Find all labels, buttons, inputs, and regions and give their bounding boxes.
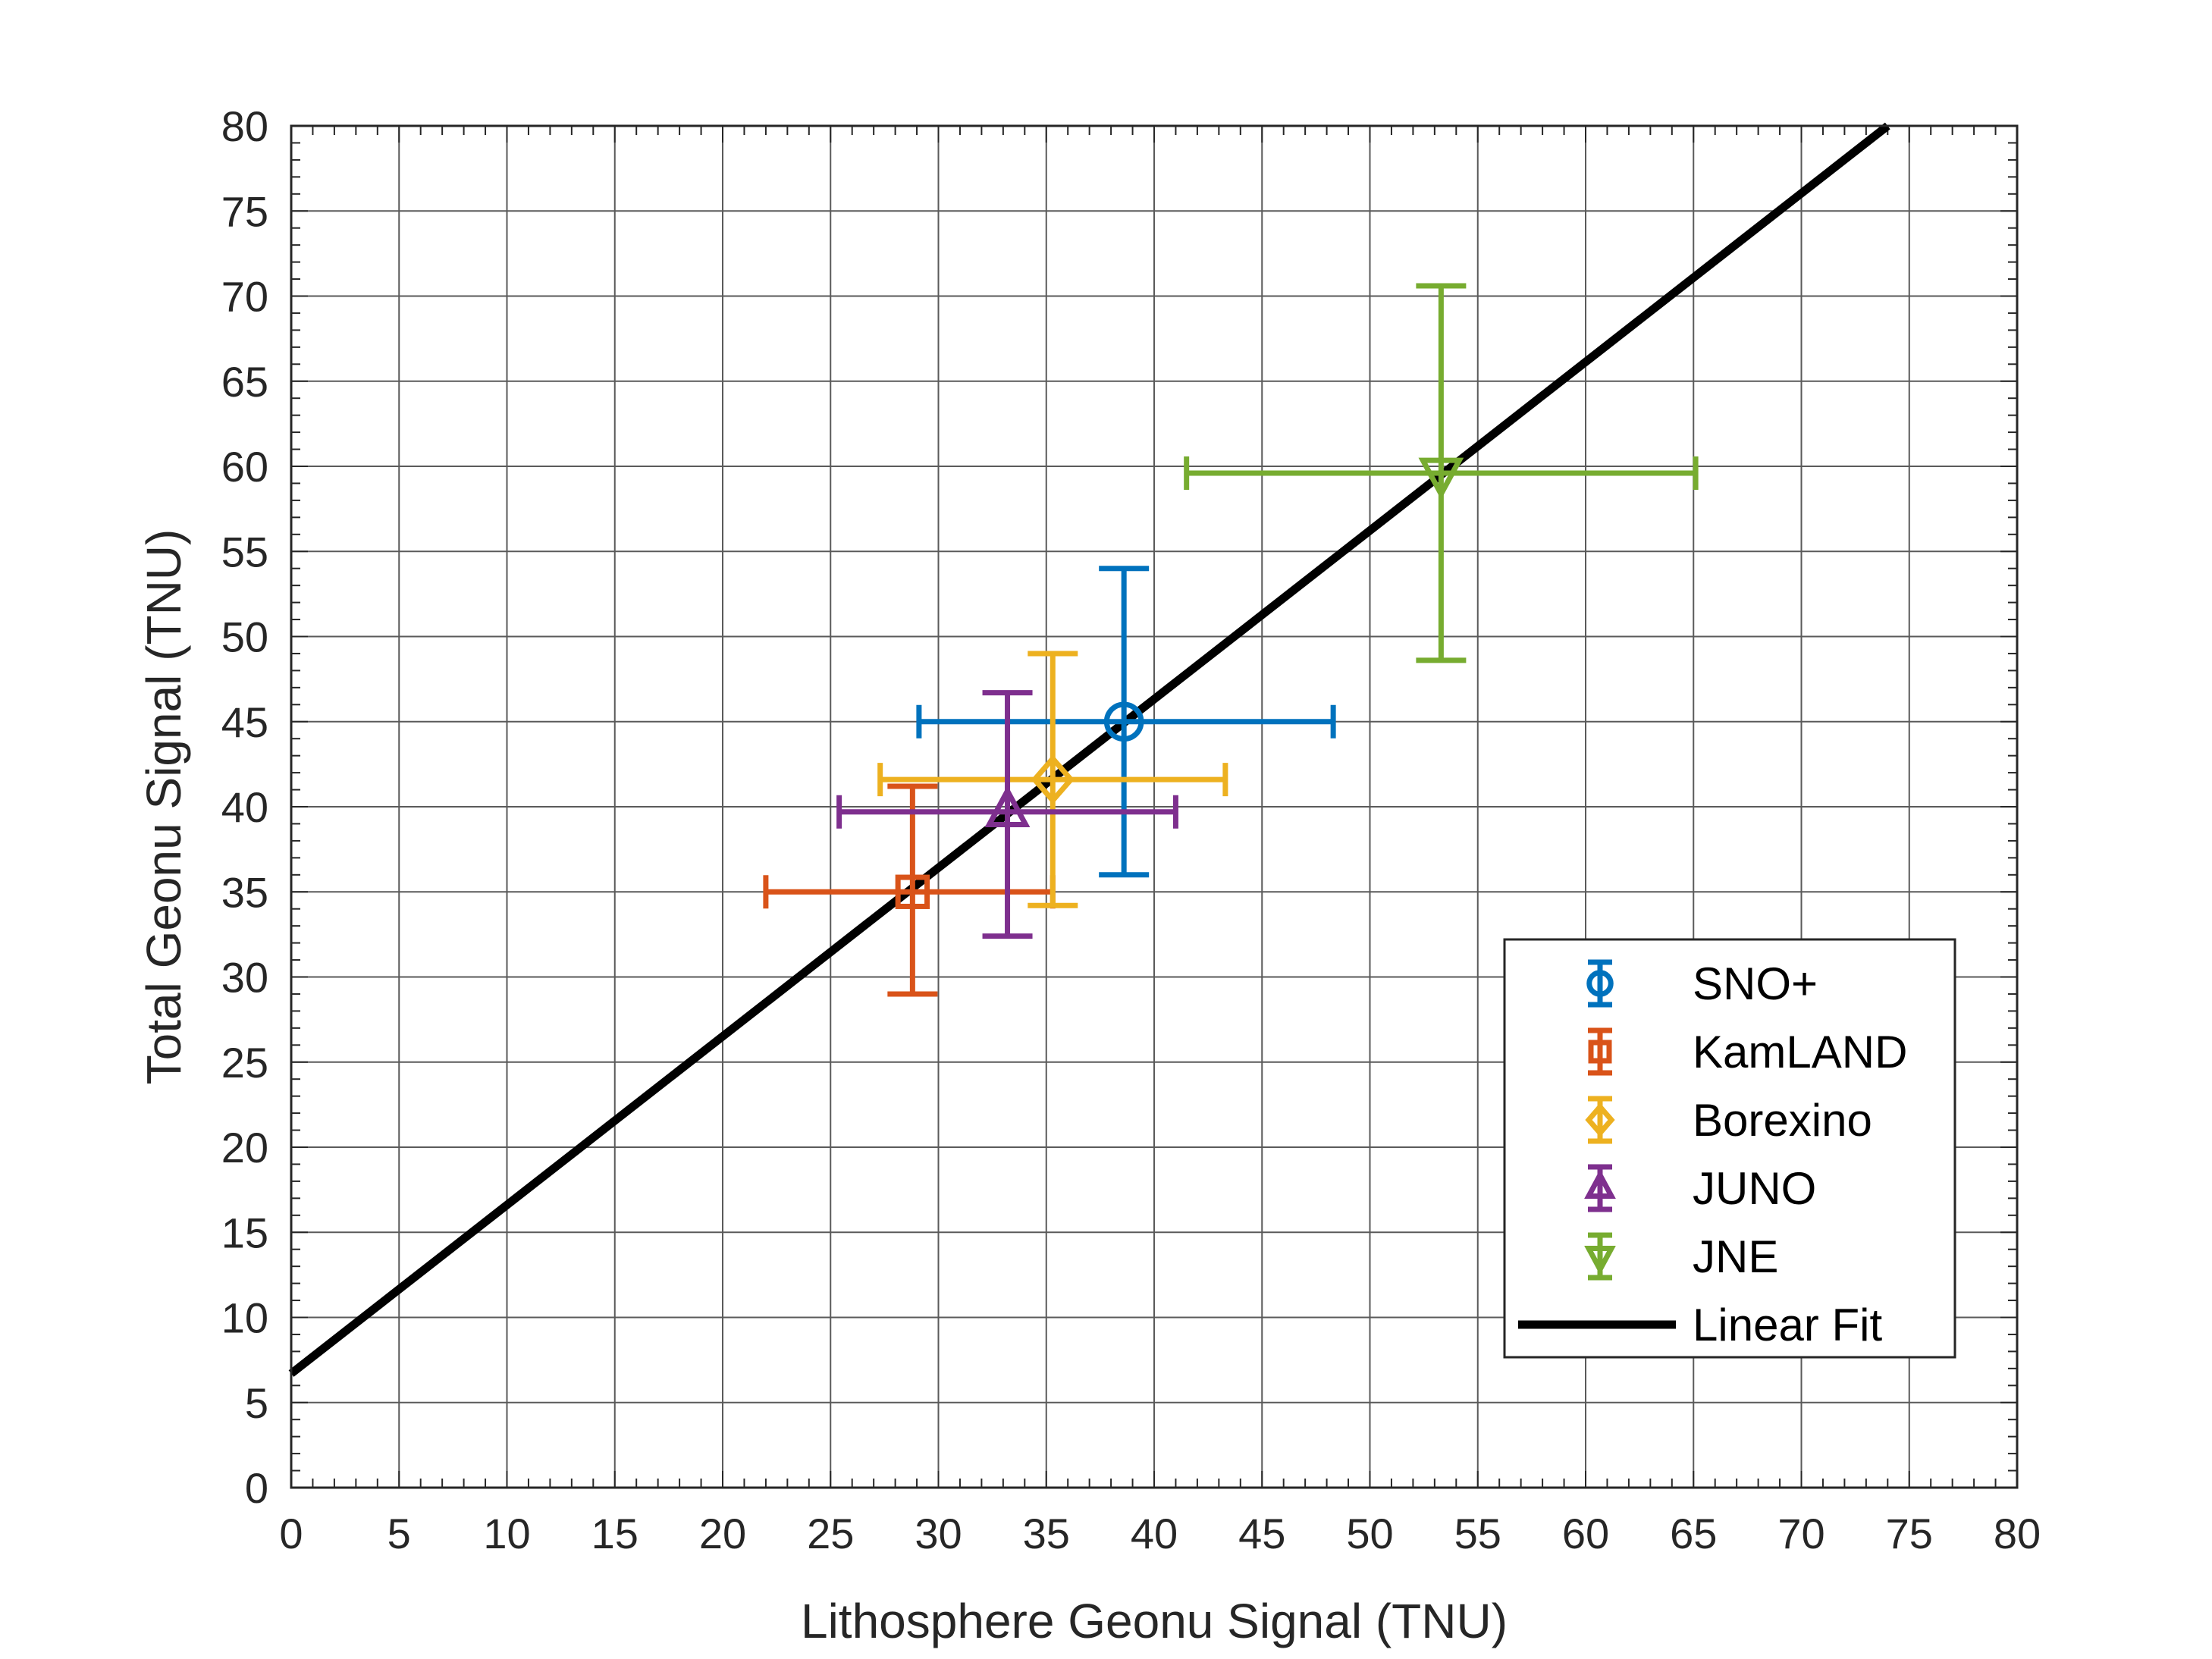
x-tick-label: 40 bbox=[1131, 1510, 1178, 1557]
legend-item-linear-fit: Linear Fit bbox=[1518, 1300, 1882, 1350]
series-layer bbox=[763, 283, 1699, 997]
legend-label: Linear Fit bbox=[1693, 1300, 1882, 1350]
y-tick-label: 20 bbox=[221, 1124, 268, 1171]
x-axis-label: Lithosphere Geonu Signal (TNU) bbox=[801, 1594, 1508, 1648]
x-tick-label: 25 bbox=[807, 1510, 854, 1557]
legend-marker-icon bbox=[1586, 970, 1614, 997]
legend-marker-icon bbox=[1584, 1169, 1616, 1199]
legend-item-jne: JNE bbox=[1584, 1231, 1778, 1282]
data-point bbox=[1418, 457, 1464, 500]
x-tick-label: 30 bbox=[915, 1510, 962, 1557]
legend-box bbox=[1503, 938, 1956, 1359]
legend-item-kamland: KamLAND bbox=[1588, 1027, 1907, 1077]
linear-fit-line bbox=[288, 122, 1890, 1377]
y-tick-label: 65 bbox=[221, 358, 268, 406]
legend-label: SNO+ bbox=[1693, 958, 1818, 1009]
legend-marker-icon bbox=[1584, 1246, 1616, 1275]
y-tick-label: 70 bbox=[221, 273, 268, 321]
x-tick-label: 20 bbox=[699, 1510, 746, 1557]
fit-layer bbox=[288, 122, 1890, 1377]
y-tick-label: 60 bbox=[221, 443, 268, 491]
x-tick-label: 45 bbox=[1238, 1510, 1285, 1557]
series-juno bbox=[836, 690, 1178, 939]
x-tick-labels: 0 5 10 15 20 25 30 35 40 45 50 55 60 65 70 75 80 bbox=[279, 1510, 2041, 1557]
data-point bbox=[1031, 754, 1075, 805]
series-borexino bbox=[877, 651, 1228, 908]
x-tick-label: 35 bbox=[1023, 1510, 1070, 1557]
x-tick-label: 50 bbox=[1346, 1510, 1393, 1557]
y-tick-label: 15 bbox=[221, 1209, 268, 1256]
legend-label: Borexino bbox=[1693, 1095, 1872, 1146]
data-point bbox=[1103, 701, 1144, 742]
y-tick-label: 50 bbox=[221, 613, 268, 661]
y-tick-label: 75 bbox=[221, 187, 268, 235]
y-tick-label: 45 bbox=[221, 698, 268, 746]
data-point bbox=[984, 785, 1031, 828]
legend-marker-icon bbox=[1588, 1040, 1612, 1064]
legend-item-sno-: SNO+ bbox=[1586, 958, 1818, 1009]
data-point bbox=[895, 874, 930, 909]
legend-item-juno: JUNO bbox=[1584, 1163, 1816, 1214]
y-tick-label: 80 bbox=[221, 102, 268, 150]
x-tick-label: 80 bbox=[1994, 1510, 2041, 1557]
x-tick-label: 60 bbox=[1562, 1510, 1609, 1557]
legend-marker-icon bbox=[1585, 1102, 1615, 1137]
x-tick-label: 0 bbox=[279, 1510, 303, 1557]
x-tick-label: 70 bbox=[1777, 1510, 1825, 1557]
series-sno- bbox=[916, 566, 1336, 878]
minor-ticks bbox=[290, 125, 2018, 1488]
x-tick-label: 55 bbox=[1454, 1510, 1501, 1557]
x-tick-label: 10 bbox=[483, 1510, 530, 1557]
x-tick-label: 65 bbox=[1670, 1510, 1717, 1557]
legend-label: JUNO bbox=[1693, 1163, 1816, 1214]
y-tick-label: 5 bbox=[245, 1379, 268, 1427]
x-tick-label: 5 bbox=[387, 1510, 411, 1557]
y-tick-label: 0 bbox=[245, 1464, 268, 1512]
y-tick-label: 30 bbox=[221, 954, 268, 1002]
y-tick-label: 35 bbox=[221, 868, 268, 916]
series-jne bbox=[1184, 283, 1699, 663]
plot-frame bbox=[290, 124, 2019, 1489]
legend: SNO+ KamLAND Borexino JUNO JNE Linear Fit bbox=[1503, 938, 1956, 1359]
y-tick-labels: 0 5 10 15 20 25 30 35 40 45 50 55 60 65 70 75 80 bbox=[221, 102, 268, 1512]
legend-label: JNE bbox=[1693, 1231, 1778, 1282]
legend-label: KamLAND bbox=[1693, 1027, 1907, 1077]
legend-item-borexino: Borexino bbox=[1585, 1095, 1872, 1146]
x-tick-label: 15 bbox=[591, 1510, 638, 1557]
y-tick-label: 40 bbox=[221, 783, 268, 831]
y-tick-label: 55 bbox=[221, 528, 268, 575]
y-tick-label: 25 bbox=[221, 1039, 268, 1087]
y-axis-label: Total Geonu Signal (TNU) bbox=[136, 529, 191, 1085]
y-tick-label: 10 bbox=[221, 1294, 268, 1342]
x-tick-label: 75 bbox=[1886, 1510, 1933, 1557]
